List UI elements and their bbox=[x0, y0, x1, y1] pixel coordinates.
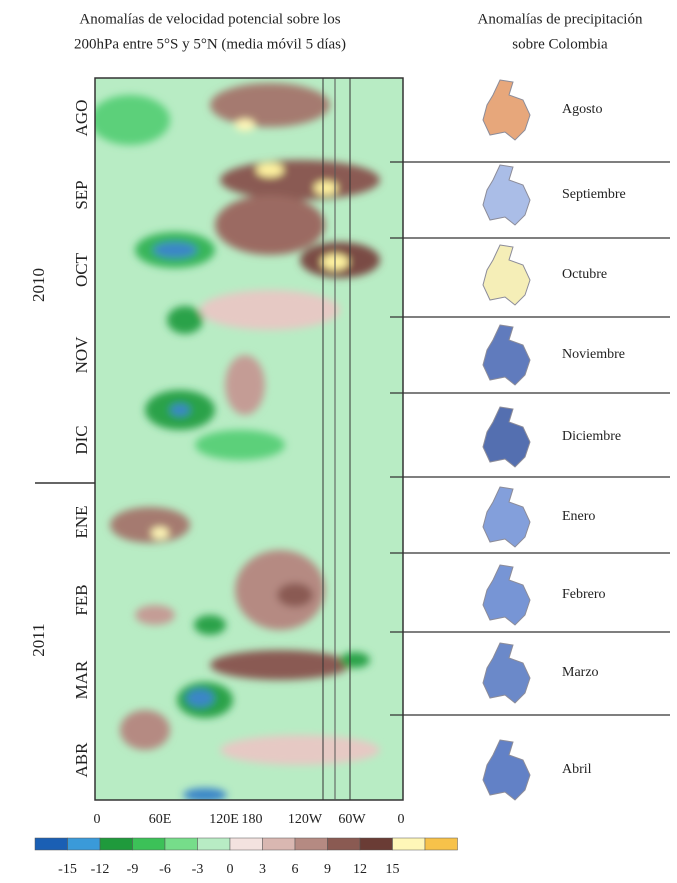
colorbar-label: -6 bbox=[159, 862, 171, 877]
colorbar-swatch bbox=[295, 838, 328, 850]
colorbar-label: 6 bbox=[292, 862, 299, 877]
map-shape bbox=[483, 740, 530, 800]
month-label: MAR bbox=[72, 660, 91, 699]
figure: Anomalías de velocidad potencial sobre l… bbox=[0, 0, 677, 883]
colorbar-swatch bbox=[198, 838, 231, 850]
month-label: FEB bbox=[72, 584, 91, 615]
x-tick-label: 0 bbox=[398, 812, 405, 827]
colorbar-label: -12 bbox=[91, 862, 110, 877]
map-label: Septiembre bbox=[562, 187, 626, 202]
colorbar-swatch bbox=[100, 838, 133, 850]
map-label: Diciembre bbox=[562, 429, 621, 444]
map-label: Febrero bbox=[562, 587, 606, 602]
x-tick-label: 120W bbox=[288, 812, 323, 827]
colorbar-swatch bbox=[425, 838, 458, 850]
x-tick-label: 0 bbox=[94, 812, 101, 827]
x-tick-label: 60E bbox=[149, 812, 172, 827]
map-label: Agosto bbox=[562, 102, 602, 117]
colombia-map bbox=[483, 740, 530, 800]
right-title: sobre Colombia bbox=[512, 36, 608, 52]
map-label: Abril bbox=[562, 762, 592, 777]
colorbar-label: -15 bbox=[58, 862, 77, 877]
left-title: Anomalías de velocidad potencial sobre l… bbox=[79, 11, 340, 27]
colorbar-swatch bbox=[360, 838, 393, 850]
map-label: Marzo bbox=[562, 665, 599, 680]
month-label: OCT bbox=[72, 252, 91, 287]
colombia-map bbox=[483, 80, 530, 140]
month-label: ENE bbox=[72, 505, 91, 538]
colombia-map bbox=[483, 245, 530, 305]
colorbar-swatch bbox=[328, 838, 361, 850]
month-label: DIC bbox=[72, 425, 91, 454]
map-label: Enero bbox=[562, 509, 595, 524]
map-shape bbox=[483, 407, 530, 467]
x-tick-label: 180 bbox=[242, 812, 263, 827]
map-shape bbox=[483, 643, 530, 703]
colombia-map bbox=[483, 643, 530, 703]
map-shape bbox=[483, 165, 530, 225]
colombia-map bbox=[483, 565, 530, 625]
colorbar-label: 3 bbox=[259, 862, 266, 877]
colorbar-swatch bbox=[35, 838, 68, 850]
map-shape bbox=[483, 565, 530, 625]
colombia-map bbox=[483, 165, 530, 225]
colorbar-swatch bbox=[165, 838, 198, 850]
colorbar-swatch bbox=[263, 838, 296, 850]
right-title: Anomalías de precipitación bbox=[478, 11, 643, 27]
colombia-map bbox=[483, 325, 530, 385]
colorbar-label: 0 bbox=[227, 862, 234, 877]
map-shape bbox=[483, 487, 530, 547]
month-label: ABR bbox=[72, 742, 91, 778]
colorbar-swatch bbox=[133, 838, 166, 850]
map-label: Octubre bbox=[562, 267, 607, 282]
colorbar-swatch bbox=[230, 838, 263, 850]
map-shape bbox=[483, 80, 530, 140]
colorbar-label: -9 bbox=[127, 862, 139, 877]
colombia-map bbox=[483, 407, 530, 467]
month-label: SEP bbox=[72, 180, 91, 209]
colorbar-swatch bbox=[68, 838, 101, 850]
map-shape bbox=[483, 325, 530, 385]
month-label: AGO bbox=[72, 100, 91, 137]
left-title: 200hPa entre 5°S y 5°N (media móvil 5 dí… bbox=[74, 36, 346, 52]
map-shape bbox=[483, 245, 530, 305]
colombia-map bbox=[483, 487, 530, 547]
year-label: 2011 bbox=[29, 623, 48, 656]
month-label: NOV bbox=[72, 336, 91, 374]
colorbar-label: 12 bbox=[353, 862, 367, 877]
year-label: 2010 bbox=[29, 268, 48, 302]
colorbar-label: -3 bbox=[192, 862, 204, 877]
colorbar-label: 9 bbox=[324, 862, 331, 877]
x-tick-label: 120E bbox=[209, 812, 239, 827]
x-tick-label: 60W bbox=[338, 812, 366, 827]
colorbar-swatch bbox=[393, 838, 426, 850]
colorbar-label: 15 bbox=[386, 862, 400, 877]
map-label: Noviembre bbox=[562, 347, 625, 362]
